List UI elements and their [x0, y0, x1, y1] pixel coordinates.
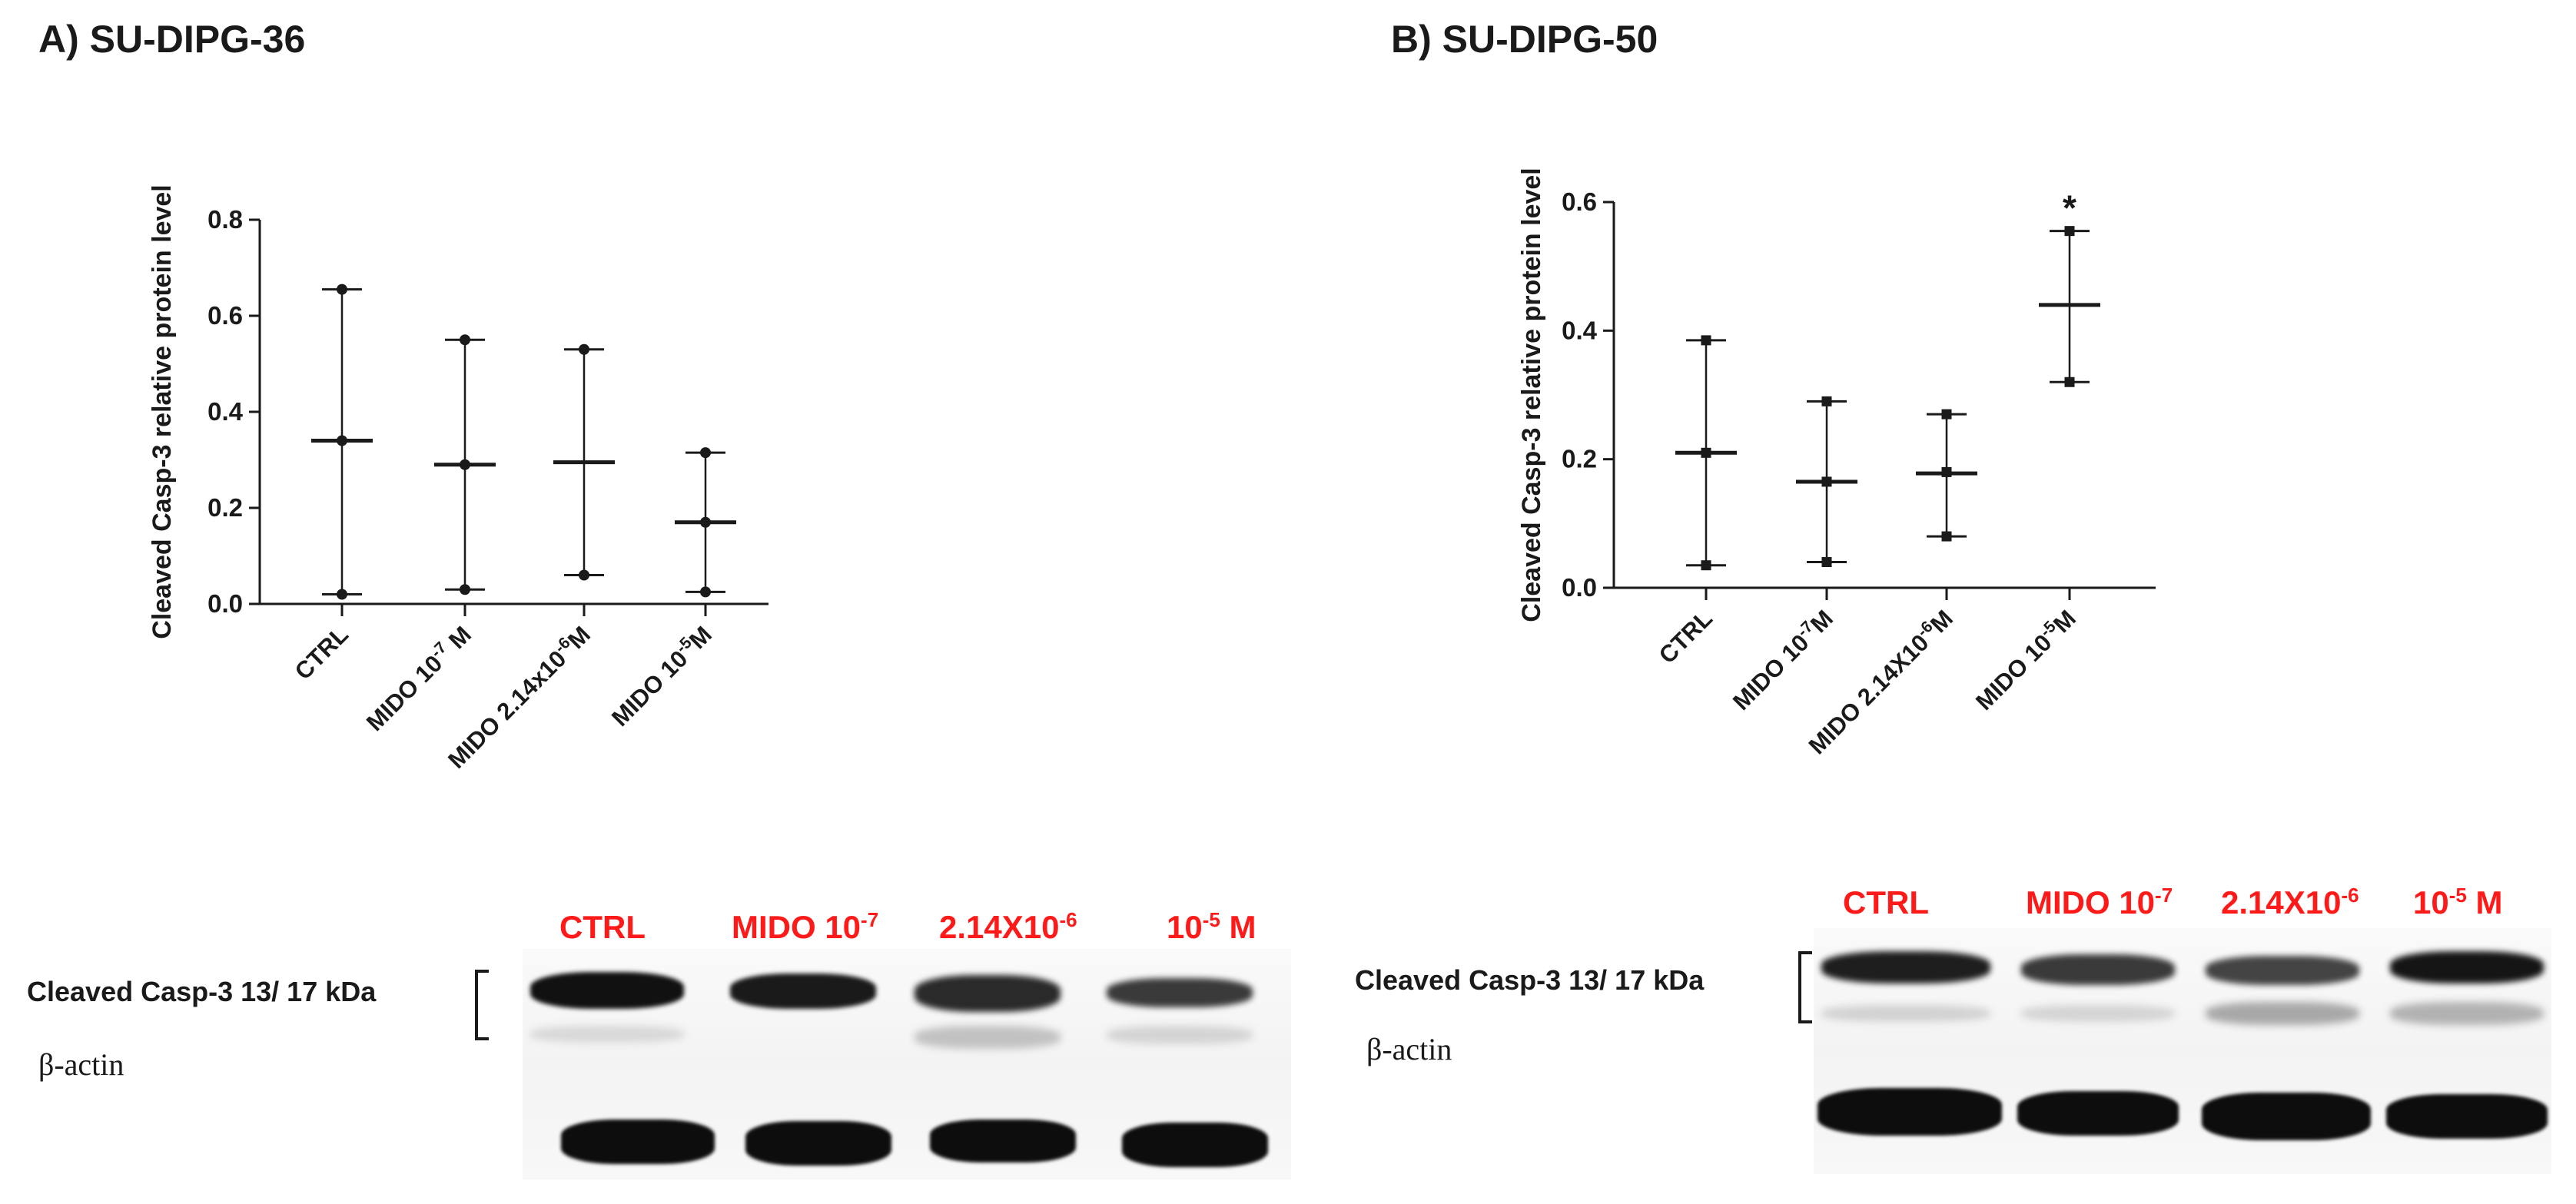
- chart-b-y-tick-label-1: 0.2: [1562, 445, 1597, 473]
- blot-b-casp3-band-4: [2390, 951, 2544, 983]
- blot-b-lower-band-3: [2206, 1002, 2359, 1025]
- chart-b-y-tick-label-3: 0.6: [1562, 187, 1597, 216]
- chart-a-point-3-0: [700, 447, 711, 459]
- blot-b-lower-band-2: [2021, 1005, 2175, 1022]
- chart-b-point-1-2: [1821, 557, 1832, 568]
- panel-b-title: B) SU-DIPG-50: [1391, 18, 1658, 61]
- chart-b-category-label-0: CTRL: [1654, 605, 1718, 668]
- blot-a-lane-label-1: CTRL: [559, 909, 646, 945]
- chart-a-y-tick-label-0: 0.0: [207, 589, 243, 618]
- blot-a-lower-band-3: [915, 1026, 1061, 1049]
- chart-a-category-label-3: MIDO 10-5M: [606, 620, 717, 731]
- chart-b-point-0-1: [1701, 447, 1711, 458]
- blot-b-actin-band-4: [2386, 1094, 2548, 1139]
- chart-b-point-3-0: [2064, 226, 2075, 237]
- chart-a-y-tick-label-4: 0.8: [207, 205, 243, 234]
- chart-a-point-1-1: [460, 459, 470, 470]
- chart-b-point-3-1: [2064, 376, 2075, 387]
- blot-a-casp3-band-3: [915, 975, 1061, 1012]
- panel-a-title: A) SU-DIPG-36: [38, 18, 306, 61]
- blot-b-lane-label-4: 10-5 M: [2413, 884, 2503, 920]
- chart-b-y-tick-label-0: 0.0: [1562, 573, 1597, 602]
- blot-a-loading-label: β-actin: [38, 1047, 124, 1082]
- chart-a-point-1-2: [460, 584, 470, 595]
- blot-b-casp3-band-3: [2206, 956, 2359, 985]
- blot-a-casp3-band-4: [1107, 978, 1253, 1007]
- chart-b-point-0-0: [1701, 335, 1711, 346]
- blot-b-lane-label-1: CTRL: [1843, 884, 1929, 920]
- chart-a-point-0-0: [337, 284, 347, 295]
- blot-a-bracket: [475, 970, 489, 1040]
- blot-b-lower-band-4: [2390, 1002, 2544, 1025]
- chart-a-point-0-2: [337, 589, 347, 600]
- chart-a-point-0-1: [337, 435, 347, 446]
- blot-a-casp3-band-2: [730, 973, 876, 1009]
- chart-b-y-axis-title: Cleaved Casp-3 relative protein level: [1517, 167, 1546, 622]
- chart-a-point-2-1: [579, 569, 589, 581]
- blot-a-actin-band-1: [561, 1119, 715, 1164]
- blot-a-lane-label-2: MIDO 10-7: [732, 908, 879, 945]
- blot-b-band-label: Cleaved Casp-3 13/ 17 kDa: [1355, 964, 1705, 996]
- chart-a-category-label-1: MIDO 10-7 M: [360, 620, 476, 736]
- blot-b-loading-label: β-actin: [1366, 1032, 1452, 1066]
- blot-a-band-label: Cleaved Casp-3 13/ 17 kDa: [27, 976, 377, 1007]
- blot-b-bracket: [1798, 951, 1812, 1023]
- blot-a-lower-band-1: [530, 1026, 684, 1043]
- chart-a-y-tick-label-2: 0.4: [207, 397, 244, 426]
- chart-b-point-2-1: [1941, 466, 1952, 477]
- blot-b-casp3-band-2: [2021, 954, 2175, 985]
- chart-a-point-3-1: [700, 516, 711, 528]
- chart-a-point-2-0: [579, 343, 589, 355]
- chart-b-category-label-3: MIDO 10-5M: [1970, 604, 2081, 715]
- blot-b-actin-band-3: [2202, 1093, 2371, 1140]
- blot-b-actin-band-2: [2017, 1091, 2179, 1136]
- chart-b-point-0-2: [1701, 560, 1711, 571]
- blot-a-image: [523, 949, 1291, 1179]
- blot-a-lane-label-4: 10-5 M: [1167, 908, 1256, 945]
- chart-b: 0.0 0.2 0.4 0.6 Cleaved Casp-3 relative prot…: [1517, 167, 2156, 759]
- blot-a-lane-label-3: 2.14X10-6: [939, 908, 1077, 945]
- chart-a-point-1-0: [460, 334, 470, 346]
- chart-a-category-label-0: CTRL: [290, 621, 354, 685]
- blot-b-lane-label-3: 2.14X10-6: [2221, 884, 2359, 920]
- chart-b-point-1-0: [1821, 396, 1832, 406]
- chart-a: 0.0 0.2 0.4 0.6 0.8 Cleaved Casp-3 relative p…: [148, 184, 768, 774]
- chart-b-significance-mark-0: *: [2063, 188, 2076, 228]
- blot-b-lane-label-2: MIDO 10-7: [2026, 884, 2173, 920]
- chart-b-point-2-2: [1941, 531, 1952, 542]
- blot-b-casp3-band-1: [1821, 951, 1990, 983]
- blot-b-lower-band-1: [1821, 1005, 1990, 1022]
- chart-a-y-tick-label-1: 0.2: [207, 493, 243, 522]
- chart-a-y-tick-label-3: 0.6: [207, 301, 243, 330]
- blot-a-actin-band-4: [1122, 1123, 1268, 1167]
- chart-b-y-tick-label-2: 0.4: [1562, 316, 1598, 344]
- blot-b-actin-band-1: [1817, 1088, 2002, 1136]
- chart-b-category-label-1: MIDO 10-7M: [1727, 604, 1838, 715]
- blot-a-lower-band-4: [1107, 1026, 1253, 1044]
- chart-a-point-3-2: [700, 586, 711, 598]
- chart-b-point-2-0: [1941, 409, 1952, 420]
- chart-a-y-axis-title: Cleaved Casp-3 relative protein level: [148, 184, 177, 638]
- blot-a-actin-band-3: [930, 1119, 1076, 1163]
- blot-a-casp3-band-1: [530, 972, 684, 1009]
- chart-b-point-1-1: [1821, 476, 1832, 487]
- blot-b-image: [1814, 928, 2551, 1174]
- blot-a-actin-band-2: [745, 1121, 891, 1166]
